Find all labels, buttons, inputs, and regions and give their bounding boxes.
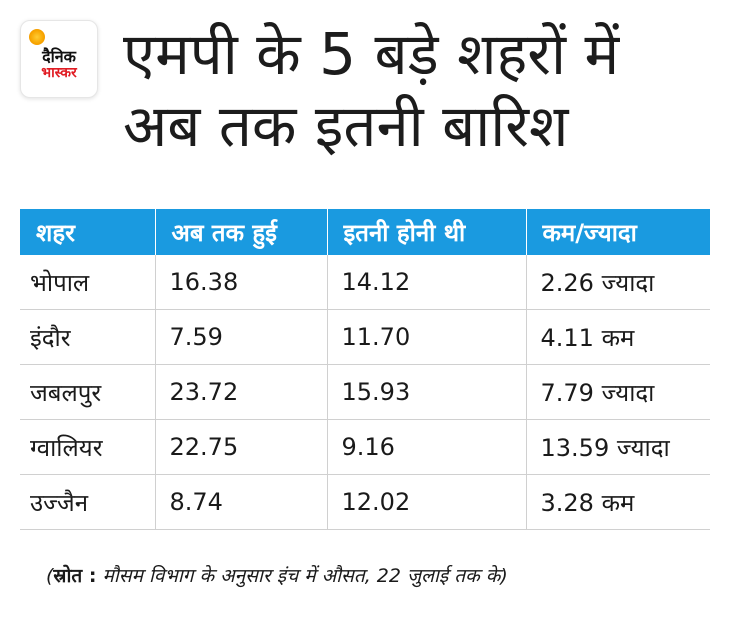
table-row: जबलपुर 23.72 15.93 7.79 ज्यादा xyxy=(20,364,710,420)
dainik-bhaskar-logo: दैनिक भास्कर xyxy=(20,20,98,98)
source-label: स्रोत : xyxy=(53,565,97,587)
title-line-2: अब तक इतनी बारिश xyxy=(123,92,569,160)
table-row: उज्जैन 8.74 12.02 3.28 कम xyxy=(20,474,710,530)
difference-cell: 4.11 कम xyxy=(526,309,710,365)
rain-so-far-cell: 23.72 xyxy=(155,364,328,420)
page-title: एमपी के 5 बड़े शहरों में अब तक इतनी बारि… xyxy=(123,18,723,162)
expected-rain-cell: 11.70 xyxy=(327,309,527,365)
column-header: अब तक हुई xyxy=(155,209,328,255)
source-open: ( xyxy=(46,565,54,587)
column-header: कम/ज्यादा xyxy=(526,209,710,255)
expected-rain-cell: 14.12 xyxy=(327,255,527,310)
column-header: शहर xyxy=(20,209,156,255)
rainfall-table: शहर अब तक हुई इतनी होनी थी कम/ज्यादा भोप… xyxy=(20,209,710,530)
city-cell: ग्वालियर xyxy=(20,419,156,475)
column-header: इतनी होनी थी xyxy=(327,209,527,255)
difference-cell: 7.79 ज्यादा xyxy=(526,364,710,420)
table-header-row: शहर अब तक हुई इतनी होनी थी कम/ज्यादा xyxy=(20,209,710,255)
rain-so-far-cell: 7.59 xyxy=(155,309,328,365)
table-row: ग्वालियर 22.75 9.16 13.59 ज्यादा xyxy=(20,419,710,475)
source-text: मौसम विभाग के अनुसार इंच में औसत, 22 जुल… xyxy=(96,565,508,587)
table-body: भोपाल 16.38 14.12 2.26 ज्यादा इंदौर 7.59 11.70… xyxy=(20,255,710,530)
rain-so-far-cell: 16.38 xyxy=(155,255,328,310)
rain-so-far-cell: 22.75 xyxy=(155,419,328,475)
table-row: भोपाल 16.38 14.12 2.26 ज्यादा xyxy=(20,255,710,310)
expected-rain-cell: 9.16 xyxy=(327,419,527,475)
city-cell: उज्जैन xyxy=(20,474,156,530)
difference-cell: 3.28 कम xyxy=(526,474,710,530)
city-cell: जबलपुर xyxy=(20,364,156,420)
difference-cell: 2.26 ज्यादा xyxy=(526,255,710,310)
city-cell: इंदौर xyxy=(20,309,156,365)
difference-cell: 13.59 ज्यादा xyxy=(526,419,710,475)
title-line-1: एमपी के 5 बड़े शहरों में xyxy=(123,20,620,88)
expected-rain-cell: 12.02 xyxy=(327,474,527,530)
sun-icon xyxy=(29,29,45,45)
logo-line-2: भास्कर xyxy=(41,64,77,81)
city-cell: भोपाल xyxy=(20,255,156,310)
table-row: इंदौर 7.59 11.70 4.11 कम xyxy=(20,309,710,365)
source-note: (स्रोत : मौसम विभाग के अनुसार इंच में औस… xyxy=(46,562,508,588)
logo-line-1: दैनिक xyxy=(42,46,76,66)
expected-rain-cell: 15.93 xyxy=(327,364,527,420)
rain-so-far-cell: 8.74 xyxy=(155,474,328,530)
